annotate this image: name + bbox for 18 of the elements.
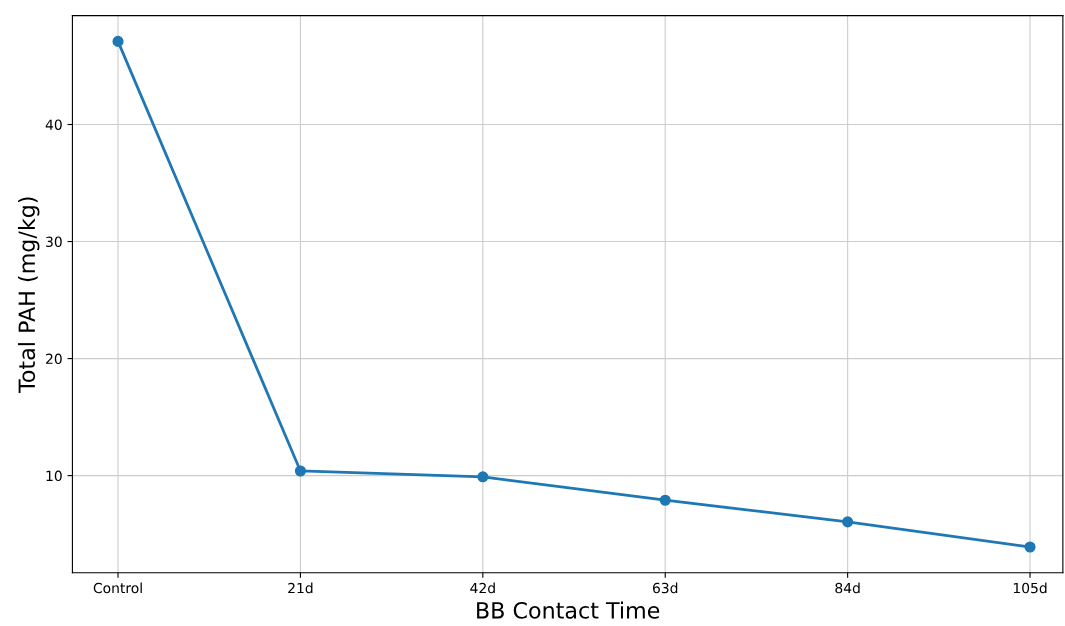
y-tick-label: 10: [46, 470, 62, 482]
point: [1024, 541, 1036, 553]
point: [112, 35, 124, 47]
point: [842, 516, 854, 528]
point: [659, 494, 671, 506]
x-tick-label: Control: [93, 582, 142, 594]
x-tick-label: 63d: [652, 582, 678, 594]
point: [294, 465, 306, 477]
y-axis-title: Total PAH (mg/kg): [17, 197, 40, 394]
x-tick-label: 42d: [470, 582, 495, 594]
point: [477, 471, 489, 483]
y-tick-label: 30: [46, 236, 62, 248]
x-tick-label: 105d: [1013, 582, 1047, 594]
x-tick-label: 84d: [835, 582, 860, 594]
x-axis-title: BB Contact Time: [477, 601, 660, 619]
x-tick-label: 21d: [288, 582, 313, 594]
y-tick-label: 20: [46, 353, 62, 365]
y-tick-label: 40: [45, 119, 62, 130]
